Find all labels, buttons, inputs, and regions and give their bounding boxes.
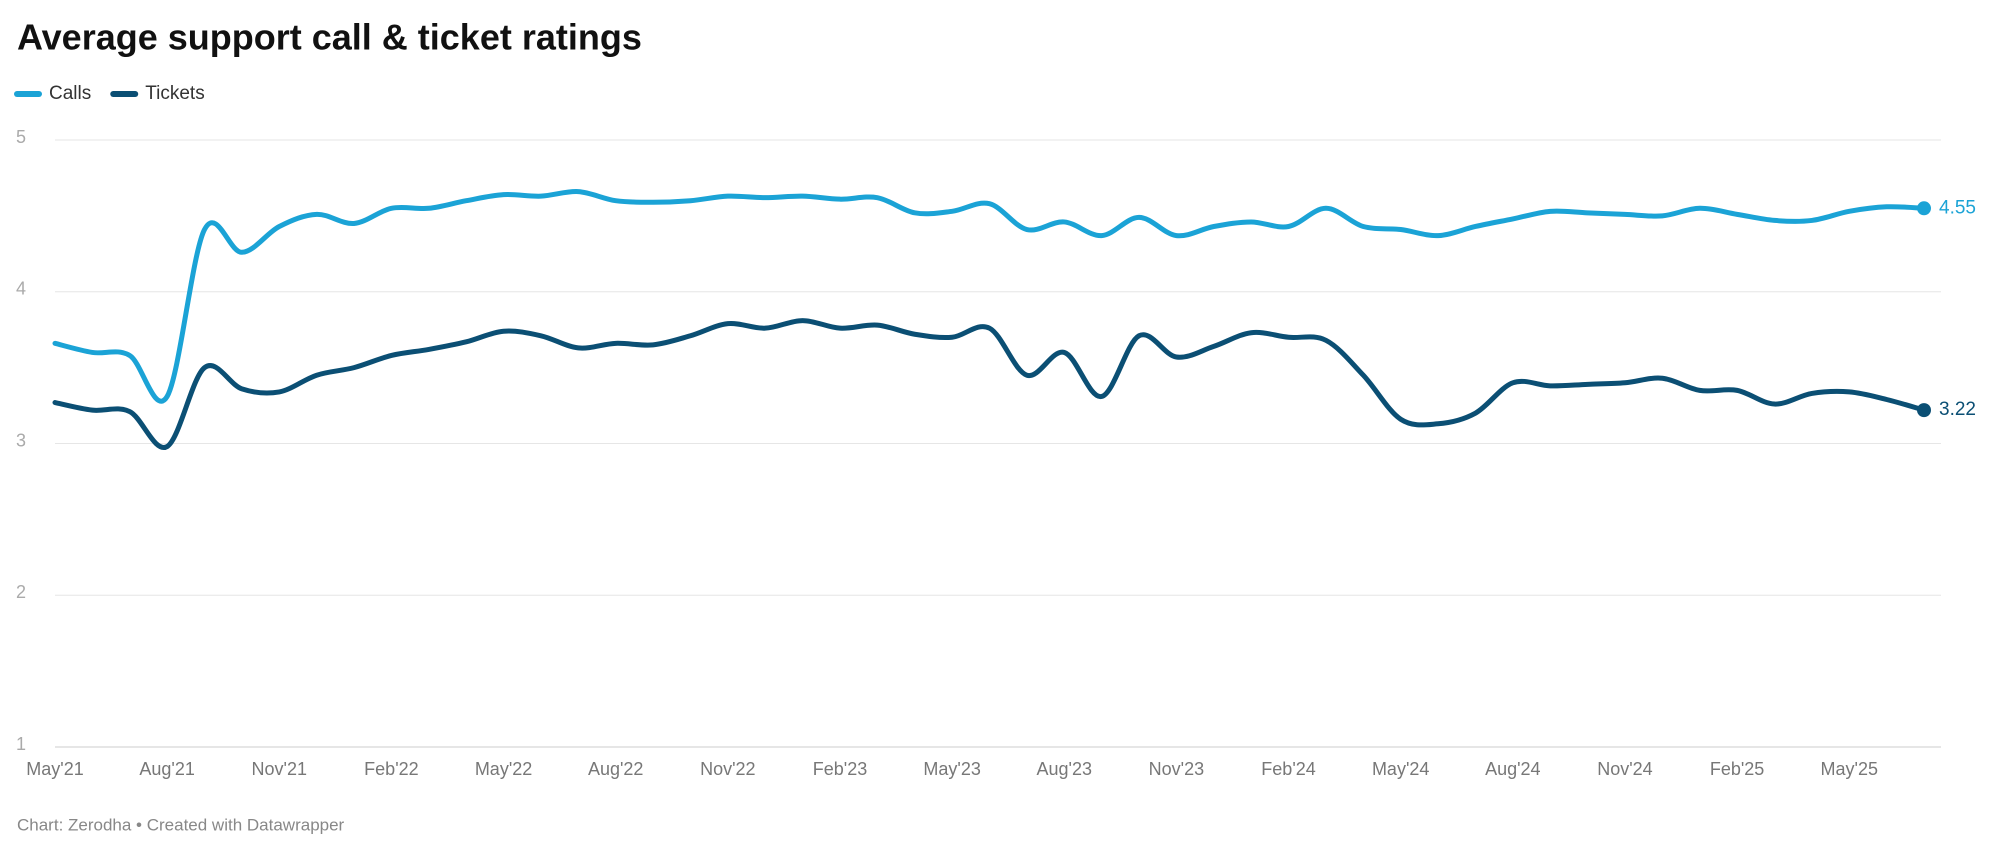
- y-tick-label: 3: [16, 430, 26, 450]
- legend-label: Tickets: [145, 83, 204, 104]
- x-tick-label: Feb'23: [813, 759, 867, 779]
- x-tick-label: Feb'25: [1710, 759, 1764, 779]
- x-tick-label: Aug'24: [1485, 759, 1541, 779]
- x-tick-label: Nov'21: [252, 759, 307, 779]
- series-line: [52, 189, 1927, 404]
- series-line: [52, 318, 1927, 450]
- x-tick-label: May'21: [26, 759, 83, 779]
- source: Chart: Zerodha • Created with Datawrappe…: [17, 815, 345, 834]
- y-tick-label: 5: [16, 127, 26, 147]
- x-tick-label: Aug'23: [1037, 759, 1093, 779]
- value-label: 4.55: [1939, 197, 1976, 218]
- chart-title: Average support call & ticket ratings: [17, 17, 642, 58]
- x-tick-label: Aug'21: [139, 759, 195, 779]
- y-tick-label: 4: [16, 279, 26, 299]
- x-tick-label: Nov'24: [1597, 759, 1652, 779]
- x-tick-label: Aug'22: [588, 759, 644, 779]
- legend-label: Calls: [49, 83, 91, 104]
- x-tick-label: May'24: [1372, 759, 1429, 779]
- value-label: 3.22: [1939, 399, 1976, 420]
- x-tick-label: Feb'22: [364, 759, 418, 779]
- x-tick-label: Nov'22: [700, 759, 755, 779]
- end-point: [1917, 201, 1931, 216]
- x-tick-label: May'22: [475, 759, 532, 779]
- y-tick-label: 2: [16, 582, 26, 602]
- x-tick-label: May'23: [923, 759, 980, 779]
- x-tick-label: Feb'24: [1261, 759, 1315, 779]
- y-tick-label: 1: [16, 734, 26, 754]
- end-point: [1917, 403, 1931, 418]
- x-tick-label: May'25: [1821, 759, 1878, 779]
- x-tick-label: Nov'23: [1149, 759, 1204, 779]
